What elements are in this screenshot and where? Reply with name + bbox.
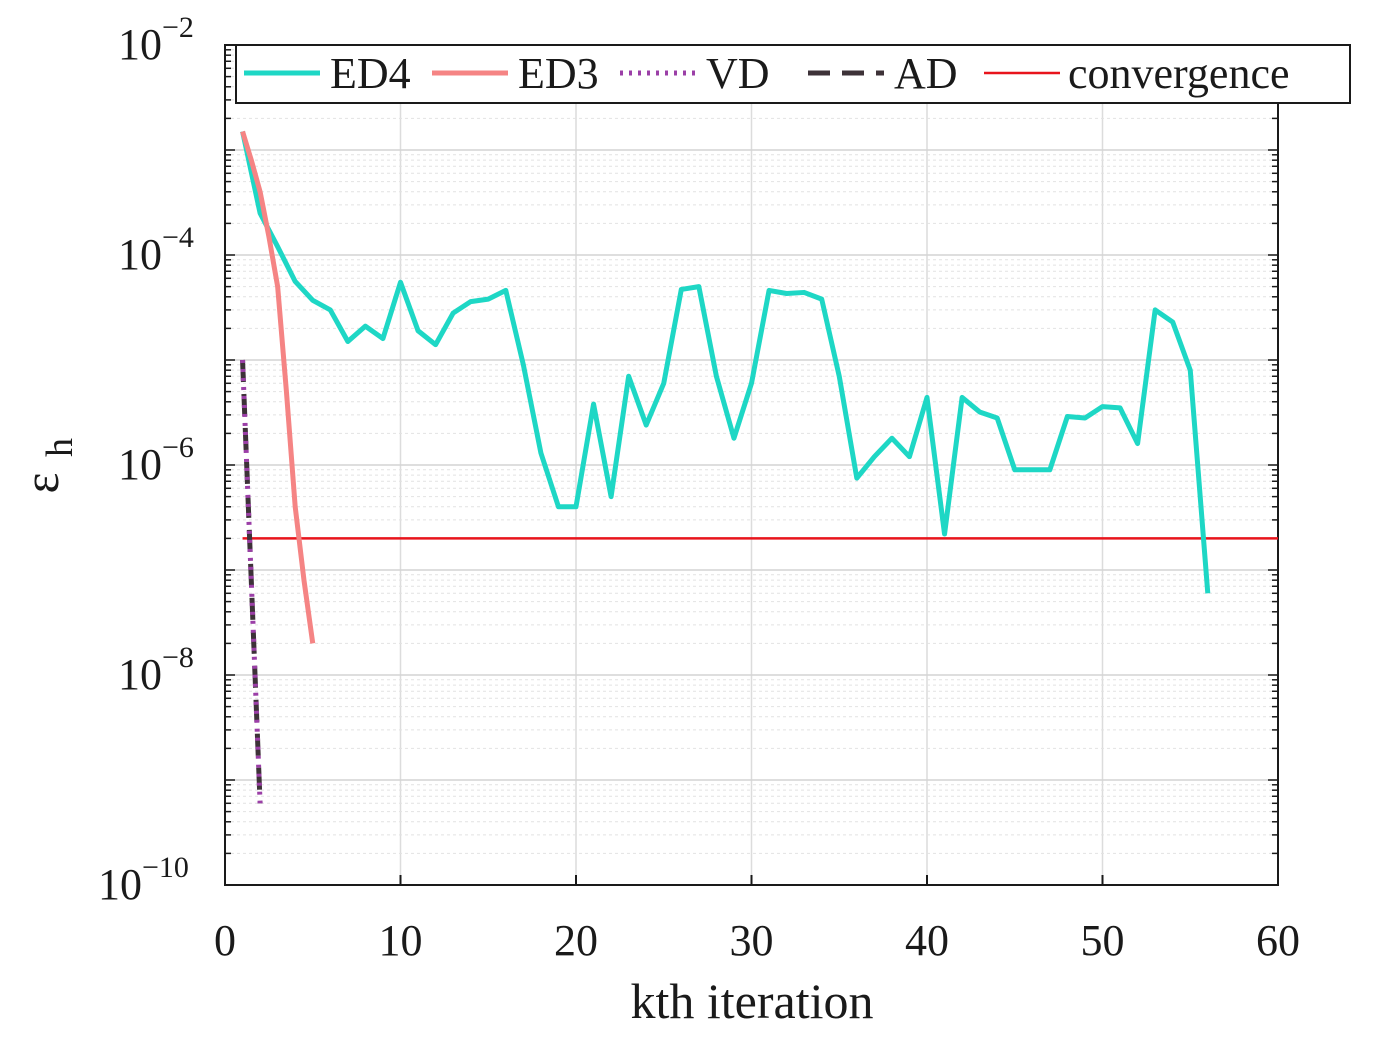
y-tick-label: 10−6 <box>118 431 194 489</box>
x-tick-label: 0 <box>214 916 236 965</box>
legend-label-convergence: convergence <box>1068 49 1290 98</box>
x-tick-label: 40 <box>905 916 949 965</box>
series-line-ad <box>240 359 263 804</box>
series-line-ed4 <box>240 130 1211 594</box>
minor-ticks <box>224 45 1279 886</box>
legend-label-vd: VD <box>706 49 770 98</box>
legend-box <box>235 44 1351 104</box>
x-tick-labels: 0 10 20 30 40 50 60 <box>214 916 1300 965</box>
y-tick-labels: 10−2 10−4 10−6 10−8 10−10 <box>98 11 194 909</box>
x-tick-label: 30 <box>730 916 774 965</box>
y-axis-title-subscript: h <box>39 438 81 457</box>
y-tick-label: 10−10 <box>98 851 189 909</box>
y-tick-label: 10−8 <box>118 641 194 699</box>
x-tick-label: 50 <box>1081 916 1125 965</box>
x-tick-label: 60 <box>1256 916 1300 965</box>
legend-label-ed3: ED3 <box>518 49 599 98</box>
y-tick-label: 10−2 <box>118 11 194 69</box>
y-tick-label: 10−4 <box>118 221 194 279</box>
grid <box>224 45 1279 886</box>
series-group <box>240 130 1278 804</box>
legend-label-ad: AD <box>894 49 958 98</box>
x-tick-label: 20 <box>554 916 598 965</box>
x-axis-title: kth iteration <box>631 973 874 1029</box>
series-line-vd <box>240 359 263 804</box>
series-line-ed3 <box>240 130 316 644</box>
legend-label-ed4: ED4 <box>330 49 411 98</box>
y-axis-title: ε h <box>13 438 81 494</box>
legend: ED4 ED3 VD AD convergence <box>235 44 1351 104</box>
x-tick-label: 10 <box>379 916 423 965</box>
y-axis-title-symbol: ε <box>13 473 69 494</box>
